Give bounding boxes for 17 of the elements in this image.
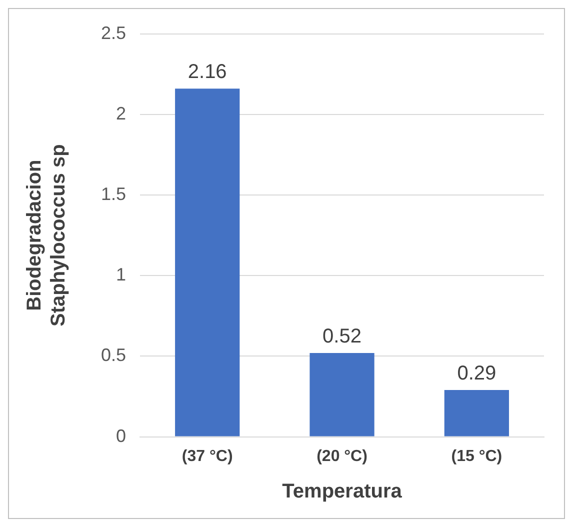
- data-label: 0.52: [322, 325, 362, 348]
- y-tick-label: 2: [116, 103, 126, 124]
- y-axis-title: Biodegradacion Staphylococcus sp: [24, 144, 70, 326]
- y-tick-label: 1: [116, 264, 126, 285]
- bar: [444, 390, 509, 436]
- x-tick-label: (15 °C): [451, 448, 502, 465]
- y-tick-label: 0: [116, 426, 126, 446]
- data-label: 2.16: [188, 61, 227, 84]
- bar: [175, 88, 240, 436]
- data-label: 0.29: [457, 362, 496, 385]
- y-tick-label: 0.5: [100, 345, 126, 366]
- x-axis-title: Temperatura: [282, 480, 403, 503]
- y-tick-label: 1.5: [100, 184, 126, 204]
- bar: [310, 352, 374, 436]
- x-tick-label: (37 °C): [182, 448, 233, 465]
- x-tick-label: (20 °C): [316, 448, 368, 465]
- y-tick-label: 2.5: [100, 22, 126, 43]
